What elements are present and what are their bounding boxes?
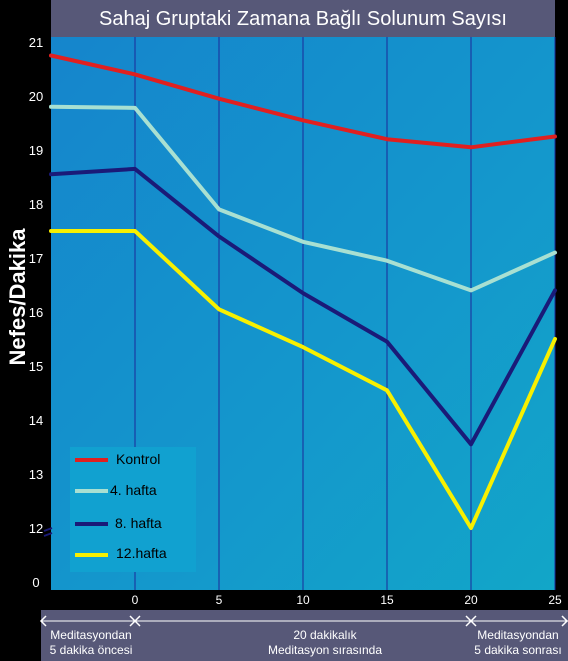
- y-tick-label: 15: [29, 359, 43, 374]
- y-tick-label: 14: [29, 413, 43, 428]
- legend: [70, 447, 196, 572]
- y-tick-label: 16: [29, 305, 43, 320]
- y-tick-label: 12: [29, 521, 43, 536]
- series-line-3: [49, 229, 557, 530]
- y-tick-label: 21: [29, 35, 43, 50]
- legend-label-12-hafta: 12.hafta: [116, 545, 167, 561]
- phase-before-line2: 5 dakika öncesi: [49, 643, 133, 657]
- legend-label-4-hafta: 4. hafta: [110, 482, 157, 498]
- series-line-1: [49, 104, 557, 293]
- arrow-right-icon: [561, 615, 568, 627]
- x-tick-label: 15: [380, 593, 394, 607]
- phase-before-line1: Meditasyondan: [50, 628, 132, 642]
- phase-boundary-icon: [465, 615, 477, 627]
- x-tick-label: 20: [464, 593, 478, 607]
- phase-before: Meditasyondan 5 dakika öncesi: [50, 628, 133, 658]
- x-tick-label: 25: [548, 593, 562, 607]
- x-tick-label: 0: [132, 593, 139, 607]
- y-tick-label: 13: [29, 467, 43, 482]
- phase-after-line1: Meditasyondan: [477, 628, 559, 642]
- legend-label-kontrol: Kontrol: [116, 451, 161, 467]
- phase-during-line2: Meditasyon sırasında: [267, 643, 383, 657]
- series-line-0: [49, 53, 557, 150]
- x-tick-label: 5: [216, 593, 223, 607]
- arrow-left-icon: [39, 615, 47, 627]
- series-line-2: [49, 166, 557, 447]
- y-tick-label: 20: [29, 89, 43, 104]
- phase-band: [41, 610, 568, 661]
- phase-boundary-icon: [129, 615, 141, 627]
- y-tick-label: 17: [29, 251, 43, 266]
- legend-label-8-hafta: 8. hafta: [115, 515, 162, 531]
- axis-break-icon: [43, 527, 53, 537]
- y-tick-label: 18: [29, 197, 43, 212]
- chart-title: Sahaj Gruptaki Zamana Bağlı Solunum Sayı…: [51, 0, 555, 37]
- phase-after: Meditasyondan 5 dakika sonrası: [474, 628, 561, 658]
- y-tick-label: 19: [29, 143, 43, 158]
- phase-after-line2: 5 dakika sonrası: [474, 643, 562, 657]
- phase-during: 20 dakikalık Meditasyon sırasında: [268, 628, 382, 658]
- phase-during-line1: 20 dakikalık: [293, 628, 357, 642]
- x-tick-label: 10: [296, 593, 310, 607]
- y-tick-label: 0: [32, 575, 39, 590]
